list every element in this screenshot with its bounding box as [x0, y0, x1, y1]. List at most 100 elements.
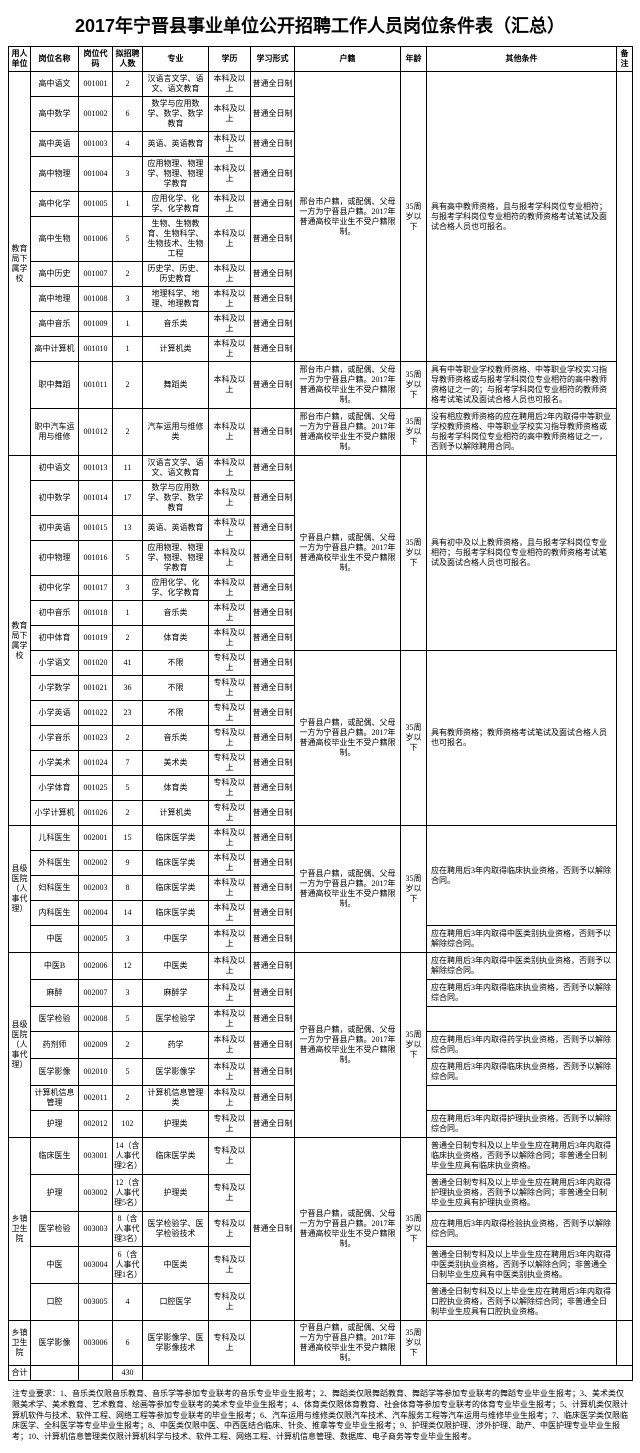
other: 应在聘用后3年内取得临床执业资格，否则予以解除综合同。	[427, 980, 617, 1007]
post: 高中语文	[31, 72, 79, 97]
edu: 本科及以上	[209, 1059, 251, 1086]
age: 35周岁以下	[401, 72, 427, 362]
edu: 本科及以上	[209, 287, 251, 312]
edu: 本科及以上	[209, 980, 251, 1007]
age: 35周岁以下	[401, 1138, 427, 1321]
edu: 专科及以上	[209, 1321, 251, 1366]
code: 003006	[79, 1321, 113, 1366]
study: 普通全日制	[251, 601, 295, 626]
code: 002001	[79, 826, 113, 851]
post: 初中英语	[31, 516, 79, 541]
other: 应在聘用后3年内取得药学执业资格，否则予以解除综合同。	[427, 1032, 617, 1059]
major: 临床医学类	[143, 901, 209, 926]
num: 2	[113, 726, 143, 751]
post: 医学影像	[31, 1059, 79, 1086]
h-age: 年龄	[401, 47, 427, 72]
code: 002008	[79, 1007, 113, 1032]
other	[427, 1086, 617, 1111]
num: 2	[113, 362, 143, 409]
study: 普通全日制	[251, 576, 295, 601]
hukou: 宁晋县户籍，或配偶、父母一方为宁晋县户籍。2017年普通高校毕业生不受户籍限制。	[295, 1138, 401, 1321]
code: 002004	[79, 901, 113, 926]
major: 应用物理、物理学、物理、物理学教育	[143, 157, 209, 192]
edu: 本科及以上	[209, 97, 251, 132]
hukou: 邢台市户籍，或配偶、父母一方为宁晋县户籍。2017年普通高校毕业生不受户籍限制。	[295, 72, 401, 362]
study: 普通全日制	[251, 72, 295, 97]
major: 计算机类	[143, 337, 209, 362]
post: 高中数学	[31, 97, 79, 132]
edu: 专科及以上	[209, 676, 251, 701]
hukou: 邢台市户籍，或配偶、父母一方为宁晋县户籍。2017年普通高校毕业生不受户籍限制。	[295, 409, 401, 456]
study	[251, 1321, 295, 1366]
hukou: 宁晋县户籍，或配偶、父母一方为宁晋县户籍。2017年普通高校毕业生不受户籍限制。	[295, 1321, 401, 1366]
major: 数学与应用数学、数学、数学教育	[143, 481, 209, 516]
post: 内科医生	[31, 901, 79, 926]
edu: 本科及以上	[209, 826, 251, 851]
study: 普通全日制	[251, 192, 295, 217]
major: 临床医学类	[143, 826, 209, 851]
h-study: 学习形式	[251, 47, 295, 72]
age: 35周岁以下	[401, 953, 427, 1138]
code: 003003	[79, 1212, 113, 1247]
study: 普通全日制	[251, 1007, 295, 1032]
other: 普通全日制专科及以上毕业生应在聘用后3年内取得临床执业资格，否则予以解除合同；非…	[427, 1138, 617, 1175]
code: 001022	[79, 701, 113, 726]
other: 没有相应教师资格的应在聘用后2年内取得中等职业学校教师资格、中等职业学校实习指导…	[427, 409, 617, 456]
num: 2	[113, 262, 143, 287]
code: 001012	[79, 409, 113, 456]
code: 002010	[79, 1059, 113, 1086]
study: 普通全日制	[251, 851, 295, 876]
table-row: 教育局下属学校 高中语文 001001 2 汉语言文学、语文、语文教育 本科及以…	[9, 72, 633, 97]
table-row: 职中汽车运用与维修 001012 2 汽车运用与维修类 本科及以上 普通全日制 …	[9, 409, 633, 456]
code: 002007	[79, 980, 113, 1007]
major: 医学检验学、医学检验技术	[143, 1212, 209, 1247]
major: 医学影像学、医学影像技术	[143, 1321, 209, 1366]
edu: 本科及以上	[209, 541, 251, 576]
post: 中医	[31, 926, 79, 953]
code: 001008	[79, 287, 113, 312]
total-num: 430	[113, 1366, 143, 1381]
study: 普通全日制	[251, 157, 295, 192]
post: 儿科医生	[31, 826, 79, 851]
other: 应在聘用后3年内取得中医类别执业资格，否则予以解除综合同。	[427, 926, 617, 953]
major: 汽车运用与维修类	[143, 409, 209, 456]
num: 102	[113, 1111, 143, 1138]
other: 具有教师资格；教师资格考试笔试及面试合格人员也可报名。	[427, 651, 617, 826]
num: 7	[113, 751, 143, 776]
post: 麻醉	[31, 980, 79, 1007]
other: 应在聘用后3年内取得临床执业资格，否则予以解除合同。	[427, 826, 617, 926]
post: 小学体育	[31, 776, 79, 801]
post: 临床医生	[31, 1138, 79, 1175]
total-row: 合计 430	[9, 1366, 633, 1381]
major: 医学影像学	[143, 1059, 209, 1086]
edu: 本科及以上	[209, 516, 251, 541]
empty	[143, 1366, 633, 1381]
code: 001019	[79, 626, 113, 651]
h-dept: 用人单位	[9, 47, 31, 72]
h-remark: 备注	[617, 47, 633, 72]
post: 高中英语	[31, 132, 79, 157]
edu: 本科及以上	[209, 217, 251, 262]
num: 9	[113, 851, 143, 876]
num: 12	[113, 953, 143, 980]
edu: 专科及以上	[209, 726, 251, 751]
study: 普通全日制	[251, 651, 295, 676]
study: 普通全日制	[251, 751, 295, 776]
edu: 专科及以上	[209, 776, 251, 801]
age: 35周岁以下	[401, 409, 427, 456]
code: 002003	[79, 876, 113, 901]
num: 1	[113, 192, 143, 217]
major: 临床医学类	[143, 1138, 209, 1175]
study: 普通全日制	[251, 901, 295, 926]
dept-cell: 教育局下属学校	[9, 456, 31, 826]
study: 普通全日制	[251, 456, 295, 481]
num: 15	[113, 826, 143, 851]
hukou: 宁晋县户籍，或配偶、父母一方为宁晋县户籍。2017年普通高校毕业生不受户籍限制。	[295, 826, 401, 953]
edu: 本科及以上	[209, 481, 251, 516]
num: 41	[113, 651, 143, 676]
major: 数学与应用数学、数学、数学教育	[143, 97, 209, 132]
other: 应在聘用后3年内取得护理执业资格，否则予以解除综合同。	[427, 1111, 617, 1138]
h-edu: 学历	[209, 47, 251, 72]
post: 医学检验	[31, 1007, 79, 1032]
num: 36	[113, 676, 143, 701]
